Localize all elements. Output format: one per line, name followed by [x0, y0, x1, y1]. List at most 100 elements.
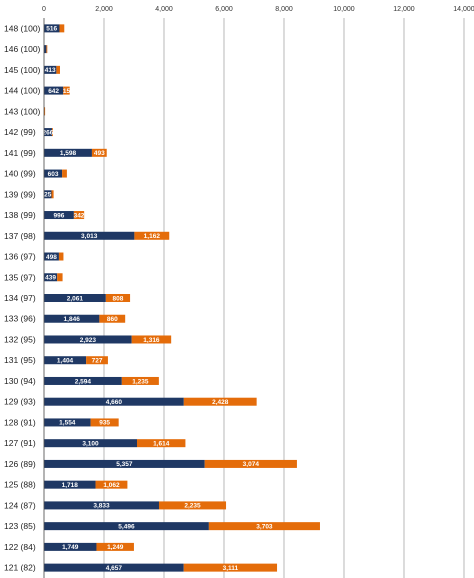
category-label: 135 (97) — [4, 272, 36, 282]
x-tick-label: 6,000 — [215, 6, 233, 13]
x-tick-label: 2,000 — [95, 6, 113, 13]
data-label: 1,162 — [144, 233, 161, 240]
bar-series — [44, 24, 320, 572]
category-label: 130 (94) — [4, 376, 36, 386]
category-label: 134 (97) — [4, 293, 36, 303]
data-label: 15 — [63, 88, 71, 95]
data-label: 3,111 — [223, 565, 239, 572]
bar-segment-orange — [208, 522, 320, 531]
bar-segment-dark — [44, 65, 57, 74]
data-label: 2,594 — [75, 378, 92, 385]
data-label: 3,013 — [81, 233, 98, 240]
bar-segment-orange — [131, 335, 172, 344]
category-label: 141 (99) — [4, 148, 36, 158]
bar-segment-orange — [183, 563, 278, 572]
bar-segment-dark — [44, 128, 52, 137]
data-label: 439 — [45, 275, 56, 282]
data-label: 516 — [46, 26, 57, 33]
bar-segment-orange — [86, 356, 108, 365]
bar-segment-orange — [105, 294, 131, 302]
bar-segment-orange — [95, 480, 128, 489]
data-label: 808 — [113, 295, 124, 302]
data-label: 1,249 — [107, 544, 124, 551]
category-label: 132 (95) — [4, 334, 36, 344]
x-axis-tick-labels: 0 2,000 4,000 6,000 8,000 10,000 12,000 14,000 — [42, 6, 474, 13]
data-labels: 516 413 642 15 266 1,598 493 603 25 996 342 3,013 1,… — [43, 26, 273, 572]
bar-segment-orange — [44, 107, 46, 116]
data-label: 2,428 — [212, 399, 229, 406]
category-label: 124 (87) — [4, 500, 36, 510]
bar-segment-dark — [44, 542, 97, 551]
category-label: 146 (100) — [4, 44, 41, 54]
bar-segment-orange — [59, 24, 65, 33]
category-label: 148 (100) — [4, 23, 41, 33]
bar-segment-orange — [62, 169, 67, 178]
data-label: 5,357 — [116, 461, 133, 468]
data-label: 493 — [94, 150, 105, 157]
data-label: 4,657 — [106, 565, 123, 572]
bar-segment-dark — [44, 45, 47, 54]
data-label: 5,496 — [118, 523, 135, 530]
category-label: 122 (84) — [4, 542, 36, 552]
bar-segment-orange — [204, 459, 297, 468]
category-label: 139 (99) — [4, 189, 36, 199]
category-label: 126 (89) — [4, 459, 36, 469]
bar-segment-dark — [44, 376, 122, 385]
bar-segment-dark — [44, 148, 92, 157]
bar-segment-dark — [44, 459, 205, 468]
data-label: 413 — [45, 67, 56, 74]
x-tick-label: 10,000 — [333, 6, 355, 13]
data-label: 642 — [48, 88, 59, 95]
bar-segment-dark — [44, 397, 184, 406]
category-label: 142 (99) — [4, 127, 36, 137]
data-label: 2,061 — [67, 295, 84, 302]
bar-segment-dark — [44, 501, 159, 510]
data-label: 25 — [44, 192, 52, 199]
category-label: 143 (100) — [4, 106, 41, 116]
category-label: 128 (91) — [4, 417, 36, 427]
data-label: 1,554 — [59, 420, 76, 427]
bar-segment-dark — [44, 294, 106, 302]
data-label: 1,316 — [143, 337, 160, 344]
gridlines — [43, 18, 465, 578]
bar-segment-dark — [44, 86, 64, 95]
category-label: 127 (91) — [4, 438, 36, 448]
data-label: 727 — [92, 358, 103, 365]
bar-segment-dark — [44, 563, 184, 572]
bar-segment-dark — [44, 190, 52, 199]
category-label: 131 (95) — [4, 355, 36, 365]
bar-segment-orange — [121, 376, 159, 385]
bar-segment-dark — [44, 273, 58, 282]
data-label: 342 — [74, 212, 85, 219]
bar-segment-orange — [137, 439, 186, 448]
data-label: 1,749 — [62, 544, 79, 551]
bar-segment-orange — [90, 418, 119, 427]
data-label: 266 — [43, 129, 54, 136]
bar-segment-orange — [158, 501, 227, 510]
data-label: 996 — [54, 212, 65, 219]
data-label: 1,598 — [60, 150, 77, 157]
bar-segment-dark — [44, 169, 63, 178]
bar-segment-orange — [51, 190, 54, 199]
bar-segment-orange — [134, 231, 170, 240]
data-label: 3,074 — [243, 461, 260, 468]
data-label: 1,062 — [103, 482, 120, 489]
category-label: 140 (99) — [4, 169, 36, 179]
data-label: 860 — [107, 316, 118, 323]
category-label: 137 (98) — [4, 231, 36, 241]
x-tick-label: 0 — [42, 6, 46, 13]
bar-segment-dark — [44, 252, 59, 261]
category-label: 129 (93) — [4, 397, 36, 407]
data-label: 2,235 — [184, 503, 201, 510]
bar-segment-dark — [44, 335, 132, 344]
x-tick-label: 4,000 — [155, 6, 173, 13]
bar-segment-dark — [44, 314, 100, 323]
data-label: 3,833 — [93, 503, 110, 510]
data-label: 1,846 — [64, 316, 81, 323]
category-label: 136 (97) — [4, 252, 36, 262]
y-axis-category-labels: 148 (100) 146 (100) 145 (100) 144 (100) 143 … — [4, 23, 41, 572]
bar-segment-dark — [44, 211, 74, 220]
data-label: 3,703 — [256, 523, 273, 530]
bar-segment-dark — [44, 24, 60, 33]
